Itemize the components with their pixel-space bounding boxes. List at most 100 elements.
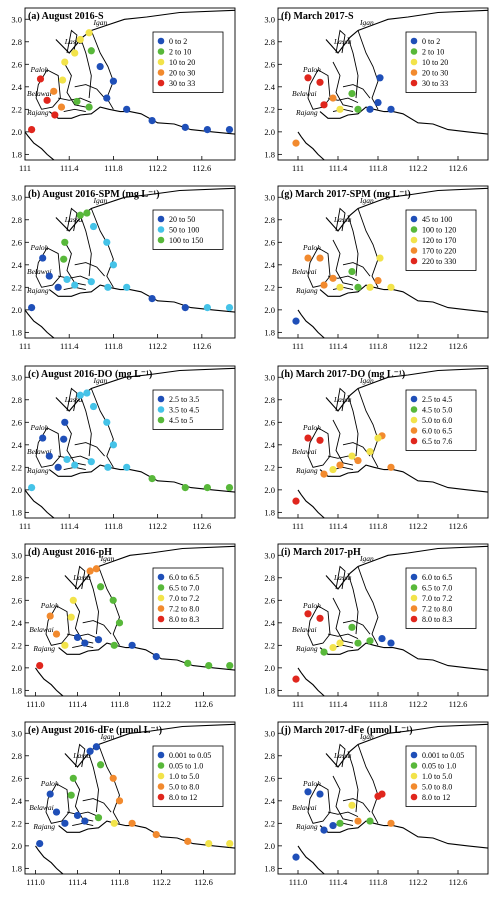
- legend-label: 30 to 33: [169, 79, 195, 88]
- data-point: [292, 317, 300, 325]
- data-point: [71, 461, 79, 469]
- legend-label: 0.05 to 1.0: [422, 762, 456, 771]
- legend-label: 7.2 to 8.0: [169, 605, 199, 614]
- x-tick-label: 112.2: [148, 341, 167, 351]
- data-point: [292, 853, 300, 861]
- y-tick-label: 3.0: [264, 192, 275, 202]
- data-point: [60, 435, 68, 443]
- x-tick-label: 111.8: [369, 341, 388, 351]
- data-point: [87, 458, 95, 466]
- legend-marker: [410, 58, 418, 66]
- place-label: Paloh: [302, 779, 321, 788]
- data-point: [181, 304, 189, 312]
- y-tick-label: 2.0: [11, 485, 22, 495]
- data-point: [354, 283, 362, 291]
- legend-marker: [410, 762, 418, 769]
- legend-marker: [410, 79, 418, 87]
- place-label: Lassa: [333, 751, 352, 760]
- legend-marker: [410, 751, 418, 759]
- panel-title: (a) August 2016-S: [28, 11, 104, 22]
- x-tick-label: 111.4: [329, 521, 348, 531]
- data-point: [103, 418, 111, 426]
- data-point: [366, 817, 374, 825]
- panel-title: (f) March 2017-S: [281, 11, 354, 22]
- legend-label: 120 to 170: [422, 236, 456, 245]
- data-point: [94, 636, 103, 644]
- data-point: [86, 567, 94, 575]
- panel-i: 111 111.4 111.8 112.2 112.6 1.8 2.0 2.2 2.4 2.6 2.…: [264, 543, 489, 709]
- legend-label: 10 to 20: [422, 58, 448, 67]
- data-point: [387, 463, 395, 471]
- data-point: [128, 819, 136, 827]
- data-point: [292, 139, 300, 147]
- data-point: [348, 623, 356, 631]
- data-point: [103, 238, 111, 246]
- x-tick-label: 111: [19, 163, 31, 173]
- x-tick-label: 112.2: [409, 877, 428, 887]
- legend-marker: [410, 247, 418, 254]
- y-tick-label: 2.4: [264, 796, 275, 806]
- legend-marker: [410, 226, 418, 233]
- x-tick-label: 112.2: [409, 521, 428, 531]
- data-point: [76, 211, 84, 219]
- data-point: [304, 254, 312, 262]
- y-tick-label: 2.4: [264, 260, 275, 270]
- legend-marker: [157, 215, 165, 223]
- place-label: Rajang: [295, 644, 318, 653]
- y-tick-label: 3.0: [11, 14, 22, 24]
- place-label: Igan: [359, 18, 374, 27]
- legend-marker: [157, 584, 165, 591]
- panel-title: (g) March 2017-SPM (mg L⁻¹): [281, 189, 411, 200]
- legend-label: 100 to 120: [422, 226, 456, 235]
- legend-label: 100 to 150: [169, 236, 203, 245]
- data-point: [96, 62, 104, 71]
- data-point: [336, 283, 344, 291]
- data-point: [184, 659, 192, 667]
- place-label: Rajang: [32, 822, 55, 831]
- y-tick-label: 2.8: [264, 215, 275, 225]
- legend-label: 8.0 to 8.3: [422, 615, 452, 624]
- x-tick-label: 111: [292, 163, 304, 173]
- place-label: Lassa: [64, 215, 83, 224]
- data-point: [329, 94, 337, 102]
- data-point: [57, 103, 66, 111]
- legend-label: 7.0 to 7.2: [422, 594, 452, 603]
- data-point: [61, 641, 69, 649]
- legend-box: [405, 31, 477, 93]
- legend-label: 1.0 to 5.0: [169, 772, 199, 781]
- legend-label: 50 to 100: [169, 226, 199, 235]
- y-tick-label: 1.8: [264, 327, 275, 337]
- legend-label: 10 to 20: [169, 58, 195, 67]
- x-tick-label: 112.6: [192, 521, 211, 531]
- plot-frame: [24, 185, 236, 339]
- data-point: [354, 105, 362, 113]
- data-point: [39, 434, 47, 442]
- y-tick-label: 2.0: [264, 127, 275, 137]
- panel-b: 111 111.4 111.8 112.2 112.6 1.8 2.0 2.2 2.4 2.6 2.…: [11, 185, 236, 351]
- y-tick-label: 2.2: [264, 818, 275, 828]
- x-tick-label: 112.2: [409, 699, 428, 709]
- legend-marker: [157, 226, 165, 233]
- data-point: [46, 612, 54, 620]
- x-tick-label: 111.8: [369, 163, 388, 173]
- place-label: Belawai: [292, 267, 317, 276]
- panel-g: 111 111.4 111.8 112.2 112.6 1.8 2.0 2.2 2.4 2.6 2.…: [264, 185, 489, 351]
- place-label: Igan: [93, 18, 108, 27]
- x-tick-label: 112.6: [449, 877, 468, 887]
- place-label: Lassa: [64, 37, 83, 46]
- data-point: [86, 747, 94, 755]
- legend-marker: [410, 584, 418, 591]
- legend-label: 2.5 to 3.5: [169, 395, 199, 404]
- legend-marker: [410, 416, 418, 424]
- x-tick-label: 112.6: [449, 163, 468, 173]
- y-tick-label: 2.0: [264, 305, 275, 315]
- data-point: [366, 637, 374, 645]
- y-tick-label: 1.8: [11, 685, 22, 695]
- y-tick-label: 2.0: [11, 305, 22, 315]
- data-point: [184, 837, 192, 845]
- x-tick-label: 111.4: [68, 877, 87, 887]
- legend-marker: [410, 395, 418, 403]
- legend-marker: [410, 215, 418, 223]
- data-point: [123, 105, 131, 113]
- data-point: [354, 817, 362, 825]
